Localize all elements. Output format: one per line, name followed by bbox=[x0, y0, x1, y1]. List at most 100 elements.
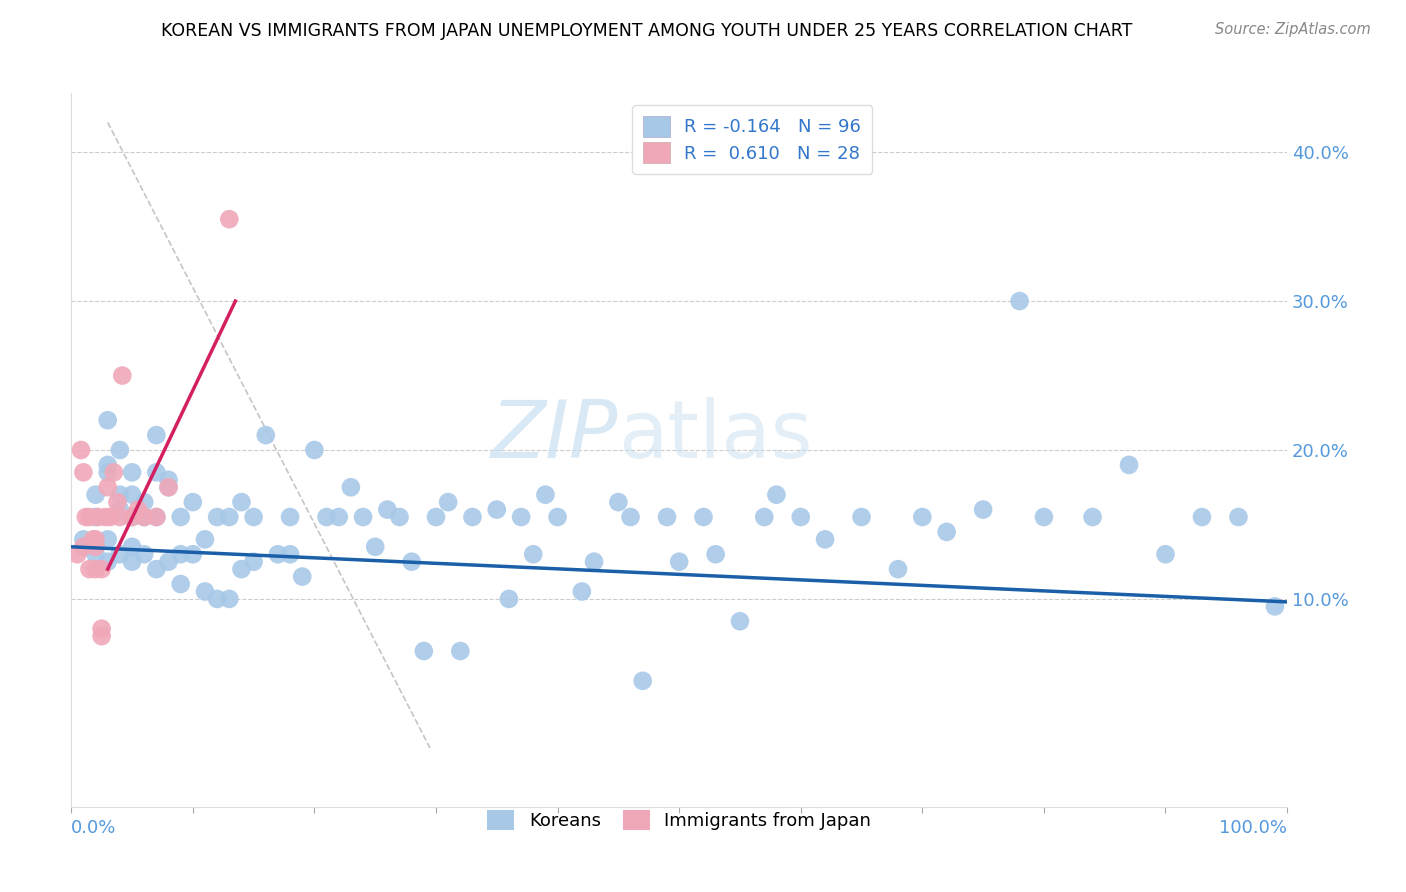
Point bbox=[127, 502, 149, 516]
Point bbox=[485, 502, 508, 516]
Point bbox=[98, 510, 121, 524]
Point bbox=[388, 510, 411, 524]
Point bbox=[79, 562, 101, 576]
Point bbox=[90, 622, 112, 636]
Point bbox=[887, 562, 910, 576]
Text: KOREAN VS IMMIGRANTS FROM JAPAN UNEMPLOYMENT AMONG YOUTH UNDER 25 YEARS CORRELAT: KOREAN VS IMMIGRANTS FROM JAPAN UNEMPLOY… bbox=[162, 22, 1132, 40]
Point bbox=[145, 466, 167, 480]
Point bbox=[1264, 599, 1286, 614]
Point bbox=[231, 562, 253, 576]
Point bbox=[278, 547, 301, 561]
Point bbox=[1154, 547, 1177, 561]
Text: ZIP: ZIP bbox=[491, 397, 619, 475]
Point bbox=[72, 533, 94, 547]
Point bbox=[205, 510, 228, 524]
Point bbox=[278, 510, 301, 524]
Point bbox=[121, 488, 143, 502]
Point bbox=[1008, 294, 1031, 309]
Point bbox=[134, 510, 156, 524]
Point bbox=[97, 413, 120, 427]
Point bbox=[583, 555, 606, 569]
Point bbox=[90, 562, 112, 576]
Point bbox=[72, 540, 94, 554]
Point bbox=[704, 547, 727, 561]
Point bbox=[121, 540, 143, 554]
Point bbox=[82, 533, 104, 547]
Point bbox=[364, 540, 387, 554]
Point bbox=[254, 428, 277, 442]
Point bbox=[194, 584, 217, 599]
Point bbox=[194, 533, 217, 547]
Point bbox=[218, 510, 240, 524]
Text: 100.0%: 100.0% bbox=[1219, 820, 1286, 838]
Point bbox=[668, 555, 690, 569]
Point bbox=[108, 488, 131, 502]
Point bbox=[547, 510, 569, 524]
Point bbox=[461, 510, 484, 524]
Point bbox=[134, 547, 156, 561]
Point bbox=[157, 480, 180, 494]
Point bbox=[728, 614, 751, 628]
Point bbox=[134, 510, 156, 524]
Point bbox=[1118, 458, 1140, 472]
Point bbox=[84, 510, 107, 524]
Point bbox=[291, 569, 314, 583]
Point bbox=[401, 555, 423, 569]
Point bbox=[97, 458, 120, 472]
Point bbox=[449, 644, 471, 658]
Text: 0.0%: 0.0% bbox=[72, 820, 117, 838]
Point bbox=[328, 510, 350, 524]
Point bbox=[205, 591, 228, 606]
Point bbox=[181, 547, 204, 561]
Point bbox=[66, 547, 89, 561]
Point bbox=[145, 562, 167, 576]
Point bbox=[72, 540, 94, 554]
Point bbox=[79, 510, 101, 524]
Point bbox=[692, 510, 714, 524]
Point bbox=[267, 547, 290, 561]
Text: Source: ZipAtlas.com: Source: ZipAtlas.com bbox=[1215, 22, 1371, 37]
Point bbox=[754, 510, 776, 524]
Point bbox=[90, 629, 112, 643]
Point bbox=[75, 510, 97, 524]
Point bbox=[412, 644, 434, 658]
Point bbox=[84, 547, 107, 561]
Point bbox=[437, 495, 460, 509]
Point bbox=[218, 591, 240, 606]
Point bbox=[97, 480, 120, 494]
Point bbox=[655, 510, 678, 524]
Point bbox=[157, 473, 180, 487]
Point bbox=[510, 510, 533, 524]
Point bbox=[94, 510, 117, 524]
Point bbox=[315, 510, 337, 524]
Point bbox=[571, 584, 593, 599]
Point bbox=[97, 466, 120, 480]
Point bbox=[145, 510, 167, 524]
Point bbox=[169, 510, 191, 524]
Point bbox=[108, 442, 131, 457]
Point bbox=[631, 673, 654, 688]
Point bbox=[242, 555, 264, 569]
Legend: Koreans, Immigrants from Japan: Koreans, Immigrants from Japan bbox=[479, 803, 879, 838]
Point bbox=[814, 533, 837, 547]
Point bbox=[157, 480, 180, 494]
Point bbox=[108, 510, 131, 524]
Point bbox=[84, 562, 107, 576]
Point bbox=[84, 488, 107, 502]
Point bbox=[84, 533, 107, 547]
Point bbox=[70, 442, 93, 457]
Point bbox=[134, 495, 156, 509]
Point bbox=[352, 510, 374, 524]
Point bbox=[97, 555, 120, 569]
Point bbox=[87, 510, 110, 524]
Point bbox=[242, 510, 264, 524]
Point bbox=[181, 495, 204, 509]
Point bbox=[169, 577, 191, 591]
Point bbox=[108, 547, 131, 561]
Point bbox=[935, 524, 957, 539]
Point bbox=[157, 555, 180, 569]
Point bbox=[121, 466, 143, 480]
Point bbox=[108, 502, 131, 516]
Text: atlas: atlas bbox=[619, 397, 813, 475]
Point bbox=[231, 495, 253, 509]
